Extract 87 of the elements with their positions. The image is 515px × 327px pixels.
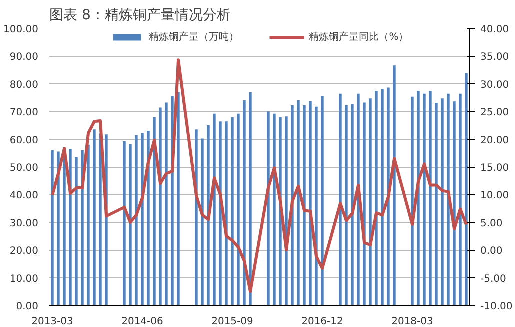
bar: [147, 130, 150, 306]
bar: [63, 148, 66, 306]
bar: [435, 103, 438, 306]
bar: [453, 102, 456, 306]
bar: [369, 98, 372, 306]
x-tick-label: 2015-09: [212, 316, 254, 327]
x-tick-label: 2013-03: [32, 316, 74, 327]
bar: [357, 94, 360, 306]
bar: [69, 148, 72, 306]
bar: [201, 138, 204, 306]
y2-tick-label: 0.00: [480, 246, 503, 258]
y2-tick-label: 35.00: [480, 52, 510, 64]
bar: [363, 102, 366, 306]
bar: [429, 91, 432, 306]
bar: [219, 122, 222, 306]
bar: [93, 130, 96, 306]
bar: [423, 94, 426, 306]
bar: [315, 106, 318, 306]
y-tick-label: 100.00: [4, 24, 39, 36]
bar: [321, 96, 324, 306]
bar: [351, 104, 354, 306]
bar: [465, 73, 468, 306]
bar: [159, 108, 162, 306]
bar: [207, 125, 210, 306]
x-tick-label: 2016-12: [302, 316, 344, 327]
bar: [195, 130, 198, 306]
y2-tick-label: 15.00: [480, 163, 510, 174]
bar: [381, 89, 384, 306]
bar: [267, 112, 270, 306]
bar: [249, 92, 252, 306]
bar: [273, 114, 276, 306]
y-tick-label: 80.00: [10, 80, 39, 91]
bar: [339, 94, 342, 306]
bar: [237, 114, 240, 306]
bar: [135, 135, 138, 306]
bar: [447, 94, 450, 306]
y-tick-label: 30.00: [10, 218, 39, 230]
bar: [417, 91, 420, 306]
bar: [141, 133, 144, 306]
bar: [51, 150, 54, 306]
line-series: [51, 58, 468, 294]
y2-tick-label: -5.00: [480, 274, 506, 285]
bar: [309, 101, 312, 306]
bar: [99, 134, 102, 306]
bar: [297, 100, 300, 306]
y2-tick-label: 30.00: [480, 80, 510, 91]
bar: [303, 106, 306, 306]
bar: [291, 106, 294, 306]
bar: [345, 106, 348, 306]
legend-label: 精炼铜产量（万吨）: [149, 30, 240, 44]
bar: [75, 157, 78, 306]
bar: [123, 142, 126, 306]
y2-tick-label: 20.00: [480, 135, 510, 146]
bar: [225, 122, 228, 306]
y-tick-label: 10.00: [10, 274, 39, 285]
bar: [153, 117, 156, 306]
bar: [243, 100, 246, 306]
x-tick-label: 2014-06: [122, 316, 164, 327]
bar: [213, 114, 216, 306]
bar: [87, 144, 90, 306]
y-tick-label: 90.00: [10, 52, 39, 64]
bar: [375, 91, 378, 306]
legend-label: 精炼铜产量同比（%）: [309, 30, 409, 44]
y2-tick-label: -10.00: [480, 302, 513, 312]
y2-tick-label: 25.00: [480, 108, 510, 119]
bar: [441, 98, 444, 306]
y2-tick-label: 5.00: [480, 218, 503, 230]
bar: [231, 117, 234, 306]
bar: [177, 92, 180, 306]
bar: [165, 102, 168, 306]
y-tick-label: 70.00: [10, 108, 39, 119]
y-tick-label: 20.00: [10, 246, 39, 258]
bar: [81, 150, 84, 306]
y2-tick-label: 10.00: [480, 190, 510, 202]
bar: [459, 94, 462, 306]
y-tick-label: 0.00: [16, 302, 38, 312]
bar: [393, 66, 396, 306]
chart-title: 图表 8：精炼铜产量情况分析: [50, 8, 231, 24]
y2-tick-label: 40.00: [480, 24, 510, 36]
bar: [57, 152, 60, 306]
bar: [387, 88, 390, 306]
bar: [129, 144, 132, 306]
y-tick-label: 40.00: [10, 190, 39, 202]
y-tick-label: 60.00: [10, 135, 39, 146]
bar: [411, 96, 414, 306]
x-tick-label: 2018-03: [392, 316, 434, 327]
y-tick-label: 50.00: [10, 163, 39, 174]
